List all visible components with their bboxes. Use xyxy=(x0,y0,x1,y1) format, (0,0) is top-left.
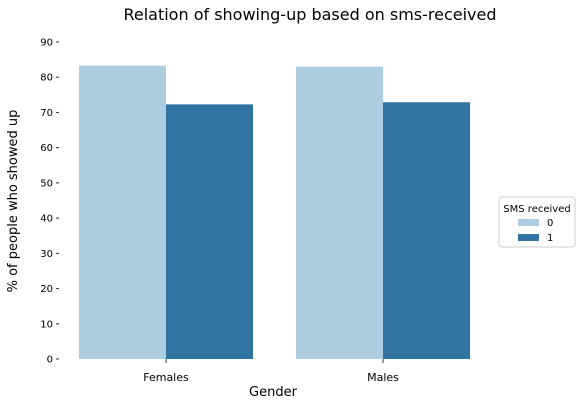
x-tick-label: Females xyxy=(143,371,189,384)
bars-layer xyxy=(79,66,470,359)
legend: SMS received 0 1 xyxy=(499,197,575,247)
legend-label-1: 1 xyxy=(547,233,553,244)
legend-swatch-1 xyxy=(518,234,539,241)
y-tick-label: 20 xyxy=(40,284,53,295)
y-tick-label: 70 xyxy=(40,108,53,119)
legend-swatch-0 xyxy=(518,219,539,226)
bar-females-sms-1 xyxy=(166,104,253,359)
legend-title: SMS received xyxy=(503,204,570,215)
y-tick-label: 80 xyxy=(40,73,53,84)
y-tick-label: 60 xyxy=(40,143,53,154)
chart-title: Relation of showing-up based on sms-rece… xyxy=(123,5,496,24)
y-tick-label: 50 xyxy=(40,178,53,189)
y-tick-label: 30 xyxy=(40,249,53,260)
y-tick-label: 10 xyxy=(40,319,53,330)
x-tick-label: Males xyxy=(367,371,399,384)
legend-label-0: 0 xyxy=(547,218,553,229)
y-tick-label: 90 xyxy=(40,38,53,49)
bar-males-sms-0 xyxy=(296,67,383,359)
x-axis-label: Gender xyxy=(249,385,298,400)
y-axis-label: % of people who showed up xyxy=(6,110,21,293)
bar-males-sms-1 xyxy=(383,102,470,359)
y-axis-ticks: 0 10 20 30 40 50 60 70 80 90 xyxy=(40,38,59,366)
y-tick-label: 40 xyxy=(40,214,53,225)
bar-females-sms-0 xyxy=(79,66,166,359)
x-axis-ticks: Females Males xyxy=(143,359,399,384)
y-tick-label: 0 xyxy=(47,355,53,366)
